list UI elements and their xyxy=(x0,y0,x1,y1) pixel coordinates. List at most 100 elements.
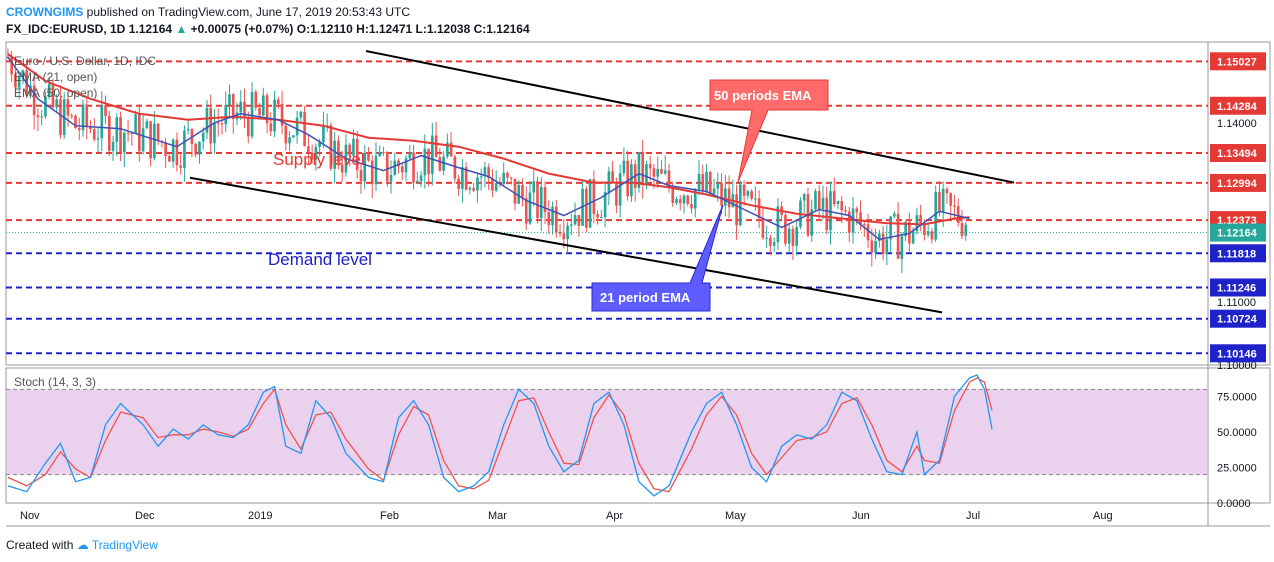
candle xyxy=(622,147,626,177)
time-tick-label: May xyxy=(725,510,746,522)
candle-body xyxy=(303,111,306,147)
candle-body xyxy=(201,132,205,142)
candle xyxy=(712,178,716,198)
candle xyxy=(231,93,235,134)
candle xyxy=(415,171,419,185)
support-level-badge xyxy=(1210,344,1266,363)
candle-body xyxy=(314,146,318,160)
candle xyxy=(258,102,261,116)
candle xyxy=(254,89,258,111)
candle xyxy=(186,119,190,135)
candle-body xyxy=(96,138,100,140)
candle-body xyxy=(446,142,449,157)
candle-body xyxy=(134,114,137,134)
candle-body xyxy=(739,184,742,226)
stoch-k-line xyxy=(7,374,993,497)
resistance-level-badge xyxy=(1210,144,1266,163)
candle xyxy=(359,164,363,194)
candle-body xyxy=(934,192,937,240)
candle xyxy=(795,221,799,256)
candle xyxy=(585,186,588,233)
candle-body xyxy=(329,125,333,169)
candle xyxy=(216,108,220,137)
candle-body xyxy=(881,233,885,255)
candle-body xyxy=(352,138,355,156)
candle xyxy=(881,226,885,261)
candle xyxy=(964,221,968,241)
resistance-level-label: 1.13494 xyxy=(1217,148,1258,160)
candle xyxy=(408,145,412,160)
candle xyxy=(322,111,325,148)
candle xyxy=(156,122,160,146)
channel-lower-line xyxy=(189,176,943,314)
candle-body xyxy=(712,188,716,195)
candle xyxy=(656,156,660,188)
candle xyxy=(59,85,62,139)
candle xyxy=(547,200,551,234)
candle-body xyxy=(509,177,513,179)
stoch-overbought-oversold-band xyxy=(6,389,1208,475)
candle xyxy=(953,194,956,220)
candle xyxy=(791,225,795,260)
candle xyxy=(596,210,599,225)
candle-body xyxy=(51,83,55,108)
candle-body xyxy=(814,191,817,210)
chart-title: Euro / U.S. Dollar, 1D, IDC xyxy=(14,54,156,68)
candle-body xyxy=(592,179,596,215)
candle xyxy=(239,90,243,120)
candle-body xyxy=(953,205,956,207)
candle-body xyxy=(506,172,509,178)
candle xyxy=(378,145,382,158)
author-name[interactable]: CROWNGIMS xyxy=(6,5,84,19)
candle-body xyxy=(844,210,847,212)
candle xyxy=(603,181,607,228)
candle-body xyxy=(29,85,32,96)
candle xyxy=(130,131,134,146)
candle-body xyxy=(243,101,246,118)
candle xyxy=(250,82,254,139)
stoch-tick-label: 0.0000 xyxy=(1217,498,1251,510)
candle xyxy=(592,170,596,224)
candle xyxy=(960,209,964,240)
support-level-label: 1.11818 xyxy=(1217,248,1256,260)
candle-body xyxy=(832,191,836,205)
candle xyxy=(355,130,359,179)
time-tick-label: 2019 xyxy=(248,510,272,522)
candle xyxy=(810,199,814,242)
candle xyxy=(765,225,768,248)
time-tick-label: Feb xyxy=(380,510,399,522)
time-tick-label: Aug xyxy=(1093,510,1113,522)
open-value: O:1.12110 xyxy=(296,22,353,36)
candle-body xyxy=(89,126,92,130)
candle-body xyxy=(141,128,145,152)
candle-body xyxy=(119,117,122,153)
candle-body xyxy=(750,191,753,199)
candle xyxy=(70,113,74,120)
candle-body xyxy=(224,105,228,125)
candle-body xyxy=(149,121,152,159)
candle-body xyxy=(123,132,126,153)
candle-body xyxy=(74,115,77,129)
candle xyxy=(509,176,513,185)
candle xyxy=(153,111,156,161)
candle xyxy=(761,207,765,241)
candle xyxy=(85,97,89,140)
candle-body xyxy=(825,197,829,231)
candle xyxy=(449,131,453,157)
candle xyxy=(802,192,806,213)
tradingview-brand[interactable]: TradingView xyxy=(91,538,158,552)
time-tick-label: Nov xyxy=(20,510,40,522)
candle xyxy=(889,215,892,252)
candle-body xyxy=(355,138,359,171)
candle-body xyxy=(404,158,408,173)
candle xyxy=(295,110,299,144)
candle-body xyxy=(457,178,460,189)
candle-body xyxy=(551,206,554,226)
stoch-tick-label: 75.0000 xyxy=(1217,391,1257,403)
candle xyxy=(367,147,370,162)
candle-body xyxy=(900,236,904,259)
candle-body xyxy=(340,164,344,173)
candle xyxy=(280,90,284,135)
candle xyxy=(832,177,836,207)
